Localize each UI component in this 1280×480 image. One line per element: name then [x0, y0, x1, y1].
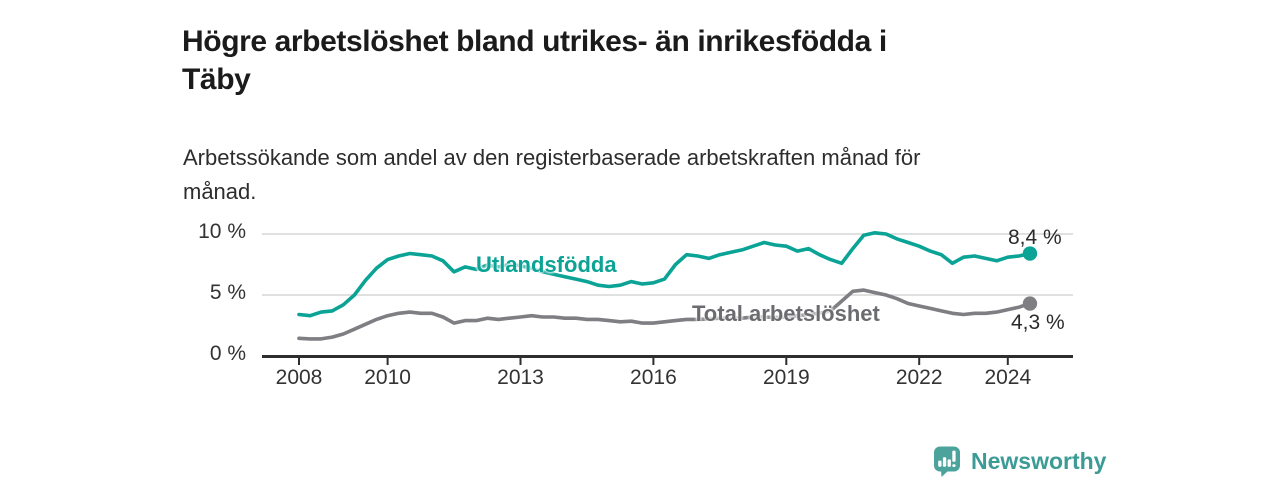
chart-subtitle-line2: månad.: [183, 179, 257, 204]
series-label-total-arbetsloshet: Total arbetslöshet: [692, 301, 880, 326]
chart-subtitle-line1: Arbetssökande som andel av den registerb…: [183, 145, 921, 170]
page-title: Högre arbetslöshet bland utrikes- än inr…: [182, 23, 1074, 99]
x-tick-label: 2022: [895, 366, 943, 389]
series-label-utlandsfodda: Utlandsfödda: [476, 252, 617, 277]
x-tick-label: 2010: [364, 366, 411, 389]
utlandsfodda-line: [297, 231, 1032, 318]
x-tick-label: 2013: [497, 366, 544, 389]
chart-subtitle: Arbetssökande som andel av den registerb…: [183, 141, 1035, 209]
end-value-label-total: 4,3 %: [1011, 311, 1065, 334]
bar-chart-speech-bubble-icon: [934, 446, 960, 477]
y-tick-label: 10 %: [198, 220, 246, 243]
x-tick-label: 2016: [630, 366, 677, 389]
utlandsfodda-endpoint-dot: [1022, 246, 1038, 261]
newsworthy-brand-name: Newsworthy: [971, 447, 1107, 474]
total-arbetsloshet-line: [297, 288, 1032, 341]
page-title-line1: Högre arbetslöshet bland utrikes- än inr…: [182, 25, 887, 59]
x-tick-label: 2024: [984, 366, 1032, 389]
page-title-line2: Täby: [182, 63, 251, 97]
end-value-label-utlandsfodda: 8,4 %: [1008, 226, 1062, 249]
newsworthy-brand-link[interactable]: Newsworthy: [933, 444, 1143, 478]
x-tick-label: 2019: [762, 366, 810, 389]
x-tick-label: 2008: [275, 366, 323, 389]
total-endpoint-dot: [1022, 296, 1038, 311]
y-tick-label: 5 %: [209, 281, 246, 304]
y-tick-label: 0 %: [209, 342, 246, 365]
